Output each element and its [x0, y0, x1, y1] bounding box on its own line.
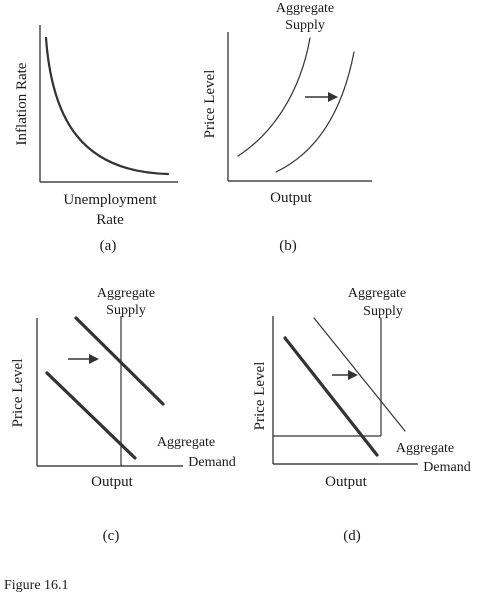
supply-curve-original: [237, 37, 311, 157]
panel-a-x-label-line2: Rate: [96, 212, 124, 228]
phillips-curve: [44, 36, 170, 176]
panel-d-x-label: Output: [325, 474, 368, 490]
panel-d-supply-label-line1: Aggregate: [348, 286, 406, 301]
panel-d-demand-label-line1: Aggregate: [396, 441, 454, 456]
panel-b-y-label: Price Level: [202, 70, 218, 139]
demand-curve-shifted: [74, 316, 165, 406]
panel-c-x-label: Output: [91, 474, 134, 490]
panel-d-y-label: Price Level: [252, 362, 268, 431]
arrow-head-icon: [348, 370, 358, 380]
panel-c-y-label: Price Level: [10, 359, 26, 428]
panel-d-demand-label-line2: Demand: [423, 460, 470, 475]
arrow-head-icon: [328, 92, 338, 102]
demand-curve-original: [45, 371, 137, 460]
panel-c-caption: (c): [103, 528, 120, 544]
panel-c-supply-label-line2: Supply: [106, 303, 146, 318]
panel-c-supply-label-line1: Aggregate: [97, 286, 155, 301]
panel-a: Inflation Rate Unemployment Rate (a): [14, 25, 178, 254]
panel-c-demand-label-line1: Aggregate: [157, 435, 215, 450]
panel-d: Aggregate Supply Aggregate Demand Price …: [252, 286, 471, 544]
supply-curve-shifted: [275, 51, 355, 173]
panel-a-caption: (a): [100, 238, 117, 254]
panel-a-x-label-line1: Unemployment: [63, 192, 157, 208]
panel-d-caption: (d): [343, 528, 361, 544]
demand-curve-shifted: [313, 317, 406, 432]
demand-curve-original: [283, 336, 379, 457]
figure-caption: Figure 16.1: [4, 578, 69, 593]
panel-d-supply-label-line2: Supply: [363, 304, 403, 319]
panel-b: Aggregate Supply Price Level Output (b): [202, 1, 372, 254]
panel-c: Aggregate Supply Aggregate Demand Price …: [10, 286, 236, 544]
panel-b-curve-label-line1: Aggregate: [276, 1, 334, 16]
panel-c-demand-label-line2: Demand: [188, 455, 235, 470]
panel-b-caption: (b): [279, 238, 297, 254]
panel-b-curve-label-line2: Supply: [285, 18, 325, 33]
panel-b-x-label: Output: [270, 190, 313, 206]
arrow-head-icon: [89, 354, 99, 364]
panel-a-y-label: Inflation Rate: [14, 62, 30, 145]
